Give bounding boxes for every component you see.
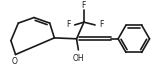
Text: OH: OH bbox=[73, 54, 84, 63]
Text: O: O bbox=[12, 57, 18, 66]
Text: F: F bbox=[82, 1, 86, 10]
Text: F: F bbox=[67, 20, 71, 29]
Text: F: F bbox=[99, 20, 104, 29]
